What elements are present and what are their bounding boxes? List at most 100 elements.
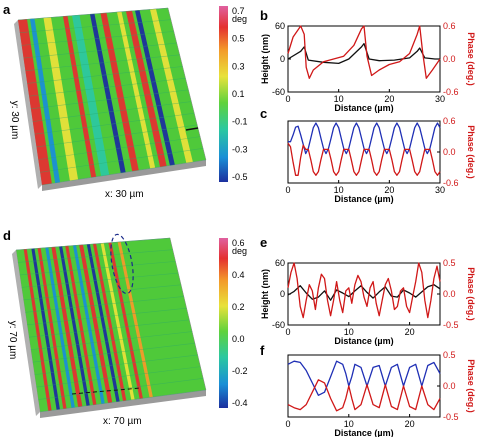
dashed-profile-line (71, 387, 141, 395)
y-axis-label: Height (nm) (260, 269, 270, 319)
surface-ridge (150, 8, 193, 163)
dashed-ellipse-marker (110, 233, 134, 295)
surface-texture-line (27, 66, 183, 84)
surface-ridge (59, 246, 90, 406)
y2-tick-label: 0.6 (443, 116, 456, 126)
y2-tick-label: -0.5 (443, 320, 459, 330)
colorbar-tick-label: -0.3 (232, 144, 248, 154)
surface-ridge (72, 245, 105, 404)
x-tick-label: 0 (285, 94, 290, 104)
y-tick-label: 60 (275, 21, 285, 31)
x-axis-label-a: x: 30 µm (105, 189, 144, 200)
x-axis-label-d: x: 70 µm (103, 416, 142, 427)
x-tick-label: 20 (405, 419, 415, 429)
surface-ridge (135, 10, 175, 166)
x-tick-label: 20 (384, 94, 394, 104)
surface-texture-line (36, 124, 198, 148)
colorbar-a: 0.7 0.5 0.3 0.1 -0.1 -0.3 -0.5 deg (219, 6, 248, 182)
surface-texture-line (41, 159, 207, 186)
panel-letter-f: f (260, 343, 265, 358)
surface-texture-line (28, 319, 190, 338)
surface-front-face (42, 160, 206, 191)
surface-ridge (117, 11, 156, 169)
surface-ridge (37, 248, 67, 409)
surface-texture-line (17, 249, 173, 263)
surface-plot-d (12, 233, 207, 418)
x-tick-label: 0 (285, 185, 290, 195)
panel-letter-b: b (260, 8, 268, 23)
surface-ridge (126, 10, 167, 167)
series-line-1 (287, 42, 440, 65)
x-tick-label: 10 (334, 185, 344, 195)
surface-texture-line (19, 261, 176, 276)
colorbar-tick-label: -0.2 (232, 366, 248, 376)
surface-texture-line (27, 307, 187, 326)
surface-texture-line (34, 354, 198, 375)
surface-front-face (40, 390, 206, 418)
x-tick-label: 20 (384, 185, 394, 195)
line-chart-c: c 0 10 20 30 Distance (µm) 0.6 0.0 -0.6 Phase (de… (260, 106, 476, 204)
surface-ridge (65, 245, 97, 405)
y2-tick-label: 0.0 (443, 381, 456, 391)
surface-ridge (31, 248, 60, 410)
y2-axis-label: Phase (deg.) (466, 267, 476, 321)
colorbar-tick-label: 0.4 (232, 270, 245, 280)
y-tick-label: 60 (275, 258, 285, 268)
colorbar-tick-label: 0.2 (232, 302, 245, 312)
surface-ridge (45, 247, 75, 408)
y-tick-label: 0 (280, 289, 285, 299)
surface-ridge (18, 19, 52, 186)
surface-side-face (14, 20, 42, 189)
surface-texture-line (30, 331, 193, 350)
surface-ridge (51, 246, 83, 407)
surface-ridge (117, 241, 153, 398)
surface-ridge (100, 243, 135, 400)
surface-texture-line (23, 284, 182, 301)
y2-tick-label: -0.6 (443, 178, 459, 188)
series-line-1 (287, 360, 441, 396)
surface-plot-a (14, 7, 207, 191)
y2-tick-label: -0.6 (443, 87, 459, 97)
surface-ridge (100, 12, 139, 172)
surface-texture-line (25, 296, 184, 313)
line-chart-f: f 0 10 20 Distance (µm) 0.5 0.0 -0.5 Phase (deg.… (260, 343, 476, 437)
profile-line-marker (185, 127, 199, 131)
surface-ridge (43, 17, 79, 181)
surface-texture-line (25, 54, 180, 72)
surface-texture-line (21, 31, 174, 46)
surface-texture-line (38, 378, 204, 400)
y2-axis-label: Phase (deg.) (466, 32, 476, 86)
colorbar-tick-label: 0.0 (232, 334, 245, 344)
x-axis-label: Distance (µm) (334, 194, 393, 204)
y-tick-label: 0 (280, 54, 285, 64)
x-tick-label: 20 (405, 327, 415, 337)
y-axis-label: Height (nm) (260, 34, 270, 84)
colorbar-tick-label: 0.3 (232, 61, 245, 71)
y-axis-label-d: y: 70 µm (7, 321, 18, 360)
y2-tick-label: 0.0 (443, 289, 456, 299)
y-tick-label: -60 (272, 87, 285, 97)
surface-texture-line (19, 19, 171, 33)
x-axis-label: Distance (µm) (334, 428, 393, 437)
y2-tick-label: 0.5 (443, 350, 456, 360)
x-tick-label: 0 (285, 419, 290, 429)
y2-tick-label: 0.0 (443, 147, 456, 157)
surface-texture-line (36, 366, 201, 388)
surface-ridge (90, 13, 126, 173)
series-line-1 (288, 122, 441, 155)
x-tick-label: 30 (435, 185, 445, 195)
x-axis-label: Distance (µm) (334, 336, 393, 346)
y2-tick-label: 0.6 (443, 21, 456, 31)
surface-texture-line (40, 148, 204, 173)
surface-texture-line (15, 237, 171, 251)
x-tick-label: 10 (334, 94, 344, 104)
x-tick-label: 0 (285, 327, 290, 337)
surface-texture-line (38, 136, 201, 160)
x-axis-label: Distance (µm) (334, 103, 393, 113)
surface-ridge (30, 18, 61, 184)
panel-d: d x: 70 µm y: 70 µm 0.6 0.4 0.2 0.0 -0.2 -0.4… (3, 228, 248, 427)
colorbar-tick-label: -0.4 (232, 398, 248, 408)
panel-a: a x: 30 µm y: 30 µm 0.7 0.5 0.3 0.1 -0.1 -0.3… (3, 2, 248, 200)
